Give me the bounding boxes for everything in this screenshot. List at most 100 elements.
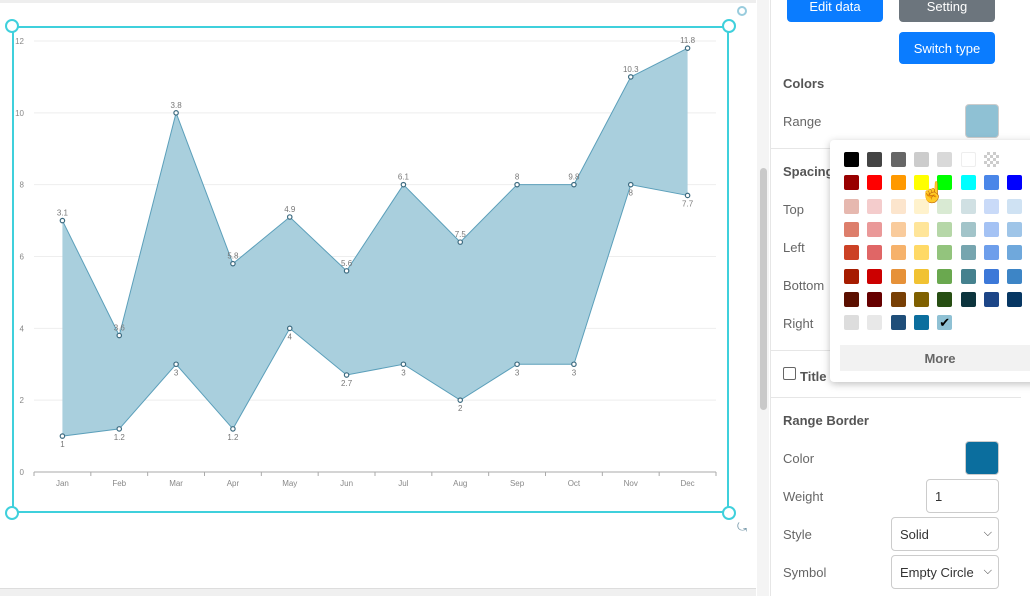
- color-swatch[interactable]: [867, 315, 883, 331]
- color-swatch[interactable]: ✔: [937, 315, 953, 331]
- color-swatch[interactable]: [960, 268, 976, 284]
- x-tick-label: May: [282, 479, 297, 488]
- color-swatch[interactable]: [913, 152, 929, 167]
- scrollbar-thumb[interactable]: [760, 168, 767, 410]
- color-swatch[interactable]: [890, 268, 906, 284]
- color-swatch[interactable]: [890, 221, 906, 237]
- setting-button[interactable]: Setting: [899, 0, 995, 22]
- style-label: Style: [783, 527, 812, 542]
- color-swatch[interactable]: [913, 315, 929, 331]
- resize-handle-bottom-left[interactable]: [5, 506, 19, 520]
- data-label-high: 3.6: [114, 324, 126, 333]
- color-swatch[interactable]: [867, 152, 883, 167]
- color-swatch[interactable]: [937, 245, 953, 261]
- color-swatch[interactable]: [913, 198, 929, 214]
- color-swatch[interactable]: [913, 221, 929, 237]
- data-point-low: [286, 325, 293, 332]
- chart-canvas: 0 2 4 6 8 10 12 Jan Feb Mar Apr May Jun Jul Aug Sep Oct N…: [0, 0, 756, 596]
- color-swatch[interactable]: [867, 221, 883, 237]
- color-swatch[interactable]: [983, 245, 999, 261]
- resize-handle-bottom-right[interactable]: [722, 506, 736, 520]
- colors-header: Colors: [783, 76, 825, 91]
- edit-data-button[interactable]: Edit data: [787, 0, 883, 22]
- data-label-high: 8: [515, 173, 520, 182]
- color-swatch[interactable]: [844, 315, 859, 331]
- title-checkbox[interactable]: [783, 367, 796, 380]
- move-icon[interactable]: ⤿: [737, 520, 747, 534]
- color-swatch[interactable]: [983, 175, 999, 191]
- data-label-high: 5.6: [341, 259, 353, 268]
- color-swatch[interactable]: [937, 221, 953, 237]
- series-line-low: [62, 184, 688, 437]
- color-swatch[interactable]: [844, 291, 859, 307]
- resize-handle-top-right[interactable]: [722, 19, 736, 33]
- color-swatch[interactable]: [983, 198, 999, 214]
- color-swatch[interactable]: [913, 245, 929, 261]
- color-swatch[interactable]: [844, 175, 859, 191]
- data-point-high: [514, 181, 520, 188]
- color-swatch[interactable]: [960, 152, 976, 167]
- data-label-high: 6.1: [398, 173, 410, 182]
- color-swatch[interactable]: [890, 198, 906, 214]
- x-tick-label: Mar: [169, 479, 183, 488]
- color-swatch[interactable]: [937, 175, 953, 191]
- color-swatch[interactable]: [867, 291, 883, 307]
- color-swatch[interactable]: [1007, 245, 1023, 261]
- color-swatch[interactable]: [937, 291, 953, 307]
- color-swatch[interactable]: [960, 175, 976, 191]
- color-swatch[interactable]: [960, 291, 976, 307]
- y-tick-label: 2: [20, 396, 25, 405]
- color-swatch[interactable]: [867, 245, 883, 261]
- color-swatch[interactable]: [1007, 221, 1023, 237]
- more-colors-button[interactable]: More: [840, 345, 1030, 371]
- color-swatch[interactable]: [890, 245, 906, 261]
- color-swatch[interactable]: [867, 175, 883, 191]
- color-swatch[interactable]: [960, 245, 976, 261]
- data-label-low: 4: [288, 332, 293, 341]
- color-swatch[interactable]: [867, 268, 883, 284]
- color-swatch[interactable]: [1007, 198, 1023, 214]
- data-label-high: 9.8: [568, 173, 580, 182]
- color-swatch[interactable]: [844, 198, 859, 214]
- symbol-select[interactable]: Empty Circle ⌵: [891, 555, 999, 589]
- color-swatch[interactable]: [844, 221, 859, 237]
- color-swatch[interactable]: [890, 152, 906, 167]
- color-swatch[interactable]: [937, 268, 953, 284]
- color-swatch[interactable]: [1007, 175, 1023, 191]
- color-swatch[interactable]: [1007, 268, 1023, 284]
- color-swatch[interactable]: [844, 245, 859, 261]
- color-swatch[interactable]: [1007, 291, 1023, 307]
- switch-type-button[interactable]: Switch type: [899, 32, 995, 64]
- color-swatch[interactable]: [890, 175, 906, 191]
- color-swatch[interactable]: [983, 291, 999, 307]
- color-swatch[interactable]: [913, 268, 929, 284]
- color-swatch[interactable]: [937, 198, 953, 214]
- color-swatch[interactable]: [983, 268, 999, 284]
- style-select[interactable]: Solid ⌵: [891, 517, 999, 551]
- color-swatch[interactable]: [890, 291, 906, 307]
- bottom-bar: [0, 588, 756, 596]
- color-swatch[interactable]: [960, 221, 976, 237]
- data-label-high: 3.1: [57, 209, 69, 218]
- color-swatch[interactable]: [913, 175, 929, 191]
- color-swatch[interactable]: [913, 291, 929, 307]
- data-point-high: [116, 332, 123, 339]
- rotate-icon[interactable]: [737, 6, 747, 16]
- color-swatch[interactable]: [890, 315, 906, 331]
- range-color-swatch[interactable]: [965, 104, 999, 138]
- border-color-swatch[interactable]: [965, 441, 999, 475]
- data-point-high: [286, 214, 293, 220]
- color-swatch[interactable]: [937, 152, 953, 167]
- color-swatch[interactable]: [844, 268, 859, 284]
- color-swatch[interactable]: [983, 152, 999, 167]
- color-swatch[interactable]: [983, 221, 999, 237]
- color-swatch[interactable]: [960, 198, 976, 214]
- resize-handle-top-left[interactable]: [5, 19, 19, 33]
- data-point-low: [230, 426, 236, 432]
- chart-selection-frame[interactable]: [12, 26, 729, 513]
- data-point-high: [343, 268, 350, 274]
- data-point-low: [400, 361, 407, 368]
- color-swatch[interactable]: [867, 198, 883, 214]
- color-swatch[interactable]: [844, 152, 859, 167]
- weight-input[interactable]: 1: [926, 479, 999, 513]
